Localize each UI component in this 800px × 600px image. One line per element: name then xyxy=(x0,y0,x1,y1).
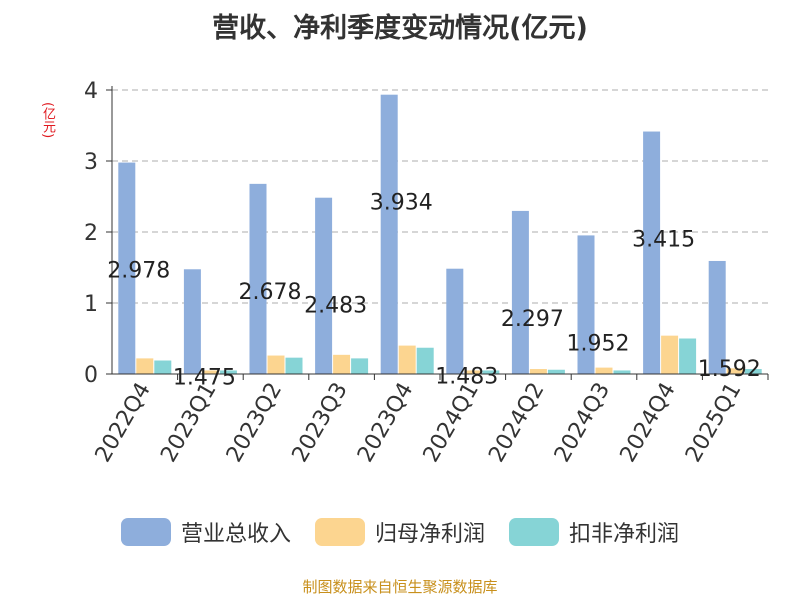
bar xyxy=(351,358,369,374)
data-label: 1.475 xyxy=(173,365,236,390)
bar xyxy=(577,235,595,374)
bar xyxy=(249,183,267,374)
data-label: 2.678 xyxy=(239,280,302,305)
bar xyxy=(183,269,201,374)
data-label: 1.483 xyxy=(435,365,498,390)
legend-item-revenue[interactable]: 营业总收入 xyxy=(120,516,291,548)
bar xyxy=(154,360,172,374)
bars xyxy=(118,94,762,374)
bar xyxy=(315,197,333,374)
bar xyxy=(744,369,762,374)
data-label: 1.592 xyxy=(698,357,761,382)
bar xyxy=(219,370,237,374)
bar xyxy=(547,369,565,374)
x-tick-label: 2025Q1 xyxy=(681,379,746,467)
gridlines xyxy=(112,89,768,304)
legend-label-adjusted-net-profit: 扣非净利润 xyxy=(569,522,680,547)
bar xyxy=(529,369,547,374)
x-tick-label: 2024Q2 xyxy=(484,379,549,467)
legend-item-net-profit[interactable]: 归母净利润 xyxy=(314,516,485,548)
bar xyxy=(613,370,631,374)
bar xyxy=(333,354,351,374)
bar xyxy=(679,338,697,374)
legend-label-revenue: 营业总收入 xyxy=(180,522,291,547)
legend: 营业总收入 归母净利润 扣非净利润 xyxy=(0,516,800,548)
data-label: 2.978 xyxy=(107,259,170,284)
legend-item-adjusted-net-profit[interactable]: 扣非净利润 xyxy=(509,516,679,548)
bar xyxy=(398,345,416,374)
legend-label-net-profit: 归母净利润 xyxy=(374,522,485,547)
y-tick-label: 3 xyxy=(84,150,98,175)
y-tick-label: 4 xyxy=(84,79,98,104)
y-tick-label: 0 xyxy=(84,363,98,388)
x-tick-label: 2024Q1 xyxy=(419,379,484,467)
bar xyxy=(201,370,219,374)
bar xyxy=(285,357,303,374)
chart-title: 营收、净利季度变动情况(亿元) xyxy=(212,13,588,44)
bar xyxy=(595,367,613,374)
x-tick-label: 2023Q1 xyxy=(156,379,221,467)
bar xyxy=(661,335,679,374)
bar xyxy=(380,94,398,374)
legend-swatch-revenue xyxy=(120,518,171,546)
data-label: 3.934 xyxy=(370,191,433,216)
x-tick-label: 2023Q4 xyxy=(353,379,418,467)
data-label: 2.297 xyxy=(501,307,564,332)
y-axis-unit-label: (亿元) xyxy=(40,101,55,139)
bar xyxy=(726,368,744,374)
data-label: 3.415 xyxy=(632,228,695,253)
y-tick-label: 2 xyxy=(84,221,98,246)
bar xyxy=(643,131,661,374)
y-tick-label: 1 xyxy=(84,292,98,317)
legend-swatch-net-profit xyxy=(314,518,365,546)
bar xyxy=(118,162,136,374)
x-tick-label: 2024Q4 xyxy=(615,379,680,467)
legend-swatch-adjusted-net-profit xyxy=(509,518,559,546)
bar xyxy=(136,358,154,374)
bar xyxy=(482,370,500,374)
data-source-note: 制图数据来自恒生聚源数据库 xyxy=(302,578,498,596)
x-tick-label: 2023Q2 xyxy=(222,379,287,467)
data-label: 2.483 xyxy=(304,294,367,319)
bar xyxy=(267,355,285,374)
bar xyxy=(511,210,529,374)
x-tick-label: 2023Q3 xyxy=(287,379,352,467)
data-label: 1.952 xyxy=(567,331,630,356)
bar xyxy=(464,370,482,374)
bar xyxy=(416,347,434,374)
bar xyxy=(708,260,726,374)
x-tick-label: 2024Q3 xyxy=(550,379,615,467)
bar xyxy=(446,268,464,374)
x-tick-label: 2022Q4 xyxy=(91,379,156,467)
